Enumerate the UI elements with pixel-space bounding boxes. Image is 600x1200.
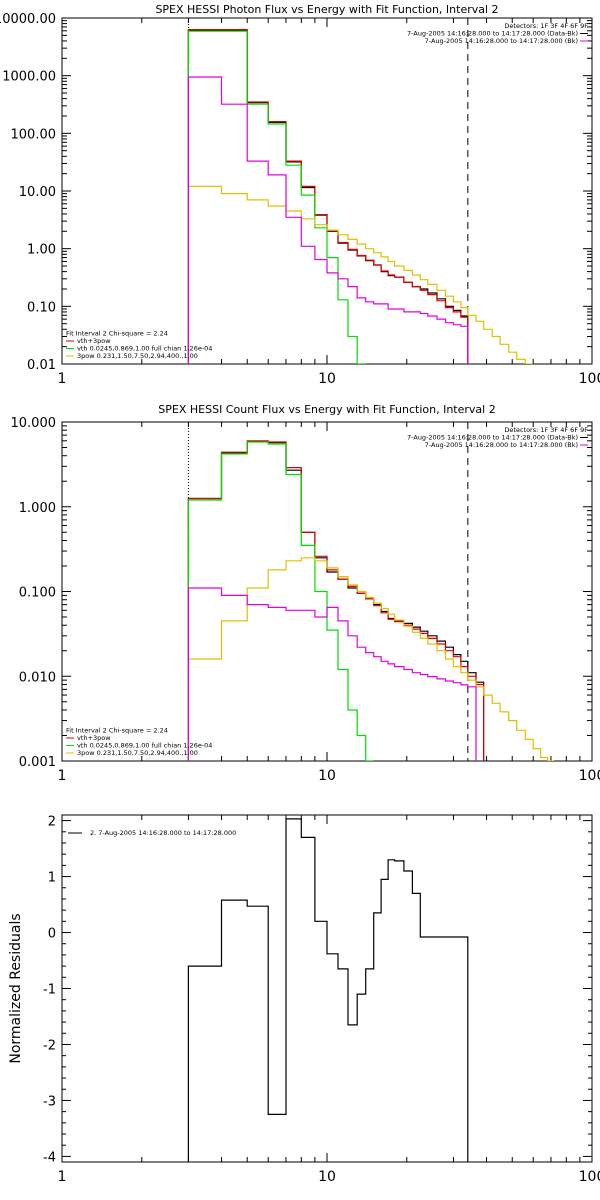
series-line-3 xyxy=(187,185,534,364)
plot-area xyxy=(187,18,534,364)
y-tick-label: 0.001 xyxy=(19,755,56,770)
x-tick-label: 10 xyxy=(318,1169,336,1185)
y-tick-label: 0.100 xyxy=(19,586,56,601)
legend-entry: 3pow 0.231,1.50,7.50,2.94,400.,1.00 xyxy=(77,749,198,757)
legend-entry: vth+3pow xyxy=(77,337,111,345)
legend-entry: 7-Aug-2005 14:16:28.000 to 14:17:28.000 … xyxy=(407,30,578,38)
x-tick-label: 100 xyxy=(579,1169,600,1185)
y-tick-label: -3 xyxy=(43,1094,56,1109)
y-tick-label: 10.000 xyxy=(11,416,57,431)
series-line-2 xyxy=(187,441,374,761)
residuals-chart: 1 10 100 -4 -3 -2 -1 0 1 2 Normalized Residuals 2. … xyxy=(8,814,600,1185)
series-line-4 xyxy=(187,587,477,761)
series-line-4 xyxy=(187,76,469,364)
series-line-0 xyxy=(187,818,469,1162)
legend-entry: 7-Aug-2005 14:16:28.000 to 14:17:28.000 … xyxy=(407,434,578,442)
y-tick-label: 0 xyxy=(48,927,56,942)
y-tick-label: 0.010 xyxy=(19,670,56,685)
x-tick-label: 1 xyxy=(58,768,67,784)
y-tick-label: 2 xyxy=(48,815,56,830)
y-tick-label: 1000.00 xyxy=(2,70,56,85)
y-tick-label: -2 xyxy=(43,1038,56,1053)
legend-entry: vth+3pow xyxy=(77,734,111,742)
y-tick-label: 0.10 xyxy=(27,300,56,315)
legend-entry: Fit Interval 2 Chi-square = 2.24 xyxy=(66,330,168,338)
photon-flux-chart: SPEX HESSI Photon Flux vs Energy with Fi… xyxy=(0,3,600,387)
y-tick-label: 10000.00 xyxy=(0,12,56,27)
y-tick-label: 1 xyxy=(48,871,56,886)
y-tick-label: 100.00 xyxy=(11,127,57,142)
y-tick-label: -4 xyxy=(43,1150,56,1165)
legend-entry: 3pow 0.231,1.50,7.50,2.94,400.,1.00 xyxy=(77,352,198,360)
x-tick-label: 100 xyxy=(579,768,600,784)
y-axis-label: Normalized Residuals xyxy=(8,913,24,1063)
x-tick-label: 1 xyxy=(58,371,67,387)
legend-entry: vth 0.0245,0.869,1.00 full chian 1.26e-0… xyxy=(77,345,212,353)
y-tick-label: -1 xyxy=(43,983,56,998)
plot-area xyxy=(187,818,469,1162)
legend-entry: vth 0.0245,0.869,1.00 full chian 1.26e-0… xyxy=(77,742,212,750)
legend-entry: Detectors: 1F 3F 4F 6F 9F xyxy=(504,426,588,434)
count-flux-chart: SPEX HESSI Count Flux vs Energy with Fit… xyxy=(11,403,600,784)
y-tick-label: 1.000 xyxy=(19,501,56,516)
legend-entry: Fit Interval 2 Chi-square = 2.24 xyxy=(66,727,168,735)
series-line-2 xyxy=(187,30,366,364)
legend-entry: 2. 7-Aug-2005 14:16:28.000 to 14:17:28.0… xyxy=(90,829,236,837)
legend-entry: Detectors: 1F 3F 4F 6F 9F xyxy=(504,22,588,30)
x-tick-label: 1 xyxy=(58,1169,67,1185)
x-tick-label: 100 xyxy=(579,371,600,387)
y-tick-label: 1.00 xyxy=(27,243,56,258)
plot-area xyxy=(187,422,555,761)
legend-entry: 7-Aug-2005 14:16:28.000 to 14:17:28.000 … xyxy=(425,37,578,45)
chart-title: SPEX HESSI Count Flux vs Energy with Fit… xyxy=(158,403,495,416)
series-line-3 xyxy=(187,557,555,761)
y-tick-label: 0.01 xyxy=(27,358,56,373)
x-tick-label: 10 xyxy=(318,768,336,784)
y-tick-label: 10.00 xyxy=(19,185,56,200)
chart-title: SPEX HESSI Photon Flux vs Energy with Fi… xyxy=(155,3,498,16)
x-tick-label: 10 xyxy=(318,371,336,387)
legend-entry: 7-Aug-2005 14:16:28.000 to 14:17:28.000 … xyxy=(425,441,578,449)
